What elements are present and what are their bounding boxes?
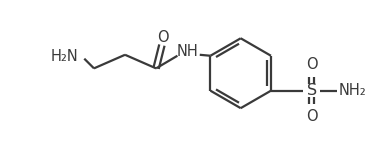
Text: H₂N: H₂N [51, 49, 79, 64]
Text: O: O [157, 30, 169, 45]
Text: S: S [307, 83, 317, 98]
Text: O: O [306, 109, 318, 124]
Text: O: O [306, 57, 318, 72]
Text: NH₂: NH₂ [339, 83, 366, 98]
Text: NH: NH [176, 44, 198, 59]
